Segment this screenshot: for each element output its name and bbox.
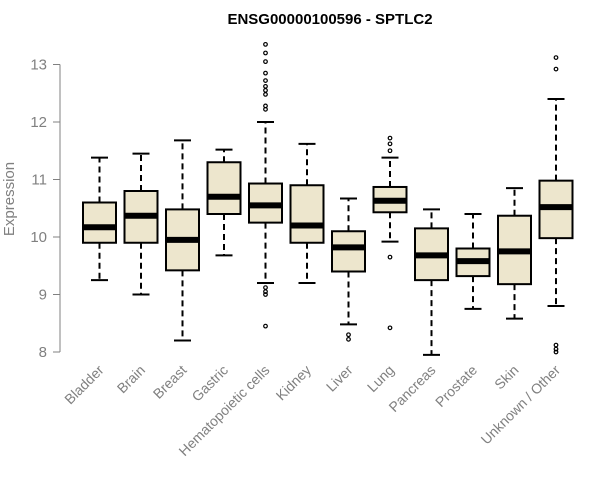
outlier-point bbox=[387, 325, 393, 331]
outlier-point bbox=[387, 135, 393, 141]
outlier-point bbox=[263, 91, 268, 97]
box-group bbox=[414, 208, 449, 356]
box-group bbox=[538, 55, 574, 355]
x-tick-label: Liver bbox=[323, 362, 356, 395]
x-tick-label: Lung bbox=[364, 362, 397, 395]
outlier-point bbox=[263, 106, 268, 112]
x-tick-label: Breast bbox=[150, 362, 190, 402]
x-tick-label: Prostate bbox=[432, 362, 480, 410]
box-group bbox=[372, 135, 408, 331]
outlier-point bbox=[263, 78, 268, 83]
y-tick-label: 9 bbox=[39, 287, 47, 304]
box bbox=[206, 161, 242, 215]
box-group bbox=[331, 197, 366, 342]
box bbox=[331, 230, 366, 273]
chart-title: ENSG00000100596 - SPTLC2 bbox=[227, 11, 432, 28]
outlier-point bbox=[553, 66, 559, 72]
x-tick-label: Brain bbox=[114, 362, 148, 396]
outlier-point bbox=[263, 41, 268, 47]
outlier-point bbox=[553, 342, 559, 348]
outlier-point bbox=[263, 289, 268, 295]
outlier-point bbox=[553, 349, 559, 355]
outlier-point bbox=[346, 332, 351, 338]
outlier-point bbox=[263, 50, 268, 56]
y-axis-label: Expression bbox=[1, 162, 18, 236]
box bbox=[289, 184, 325, 244]
box-group bbox=[82, 156, 117, 282]
box bbox=[82, 201, 117, 244]
box-group bbox=[123, 152, 159, 296]
box-group bbox=[497, 187, 532, 320]
y-tick-label: 11 bbox=[31, 172, 47, 189]
y-tick-label: 13 bbox=[30, 57, 47, 74]
outlier-point bbox=[263, 323, 268, 329]
outlier-point bbox=[346, 336, 351, 342]
outlier-point bbox=[263, 87, 268, 93]
x-tick-label: Bladder bbox=[61, 362, 107, 408]
y-axis: 8 9 10 11 12 13 bbox=[30, 57, 61, 361]
x-tick-label: Unknown / Other bbox=[478, 362, 564, 448]
outlier-point bbox=[553, 55, 559, 60]
box-group bbox=[165, 139, 200, 342]
box-group bbox=[206, 148, 242, 257]
outlier-point bbox=[263, 285, 268, 291]
outlier-point bbox=[263, 292, 268, 297]
outlier-point bbox=[387, 141, 393, 147]
outlier-point bbox=[387, 254, 393, 260]
y-tick-label: 12 bbox=[30, 114, 47, 131]
box-group bbox=[289, 142, 325, 284]
x-tick-label: Kidney bbox=[273, 362, 315, 404]
outlier-point bbox=[553, 346, 559, 352]
outlier-point bbox=[387, 148, 393, 154]
box-group bbox=[455, 213, 491, 310]
box-series bbox=[82, 41, 574, 356]
y-tick-label: 10 bbox=[30, 229, 47, 246]
box-group bbox=[248, 41, 283, 329]
y-tick-label: 8 bbox=[39, 344, 47, 361]
outlier-point bbox=[263, 70, 268, 76]
x-tick-label: Skin bbox=[491, 362, 522, 393]
outlier-point bbox=[263, 59, 268, 65]
outlier-point bbox=[263, 83, 268, 89]
